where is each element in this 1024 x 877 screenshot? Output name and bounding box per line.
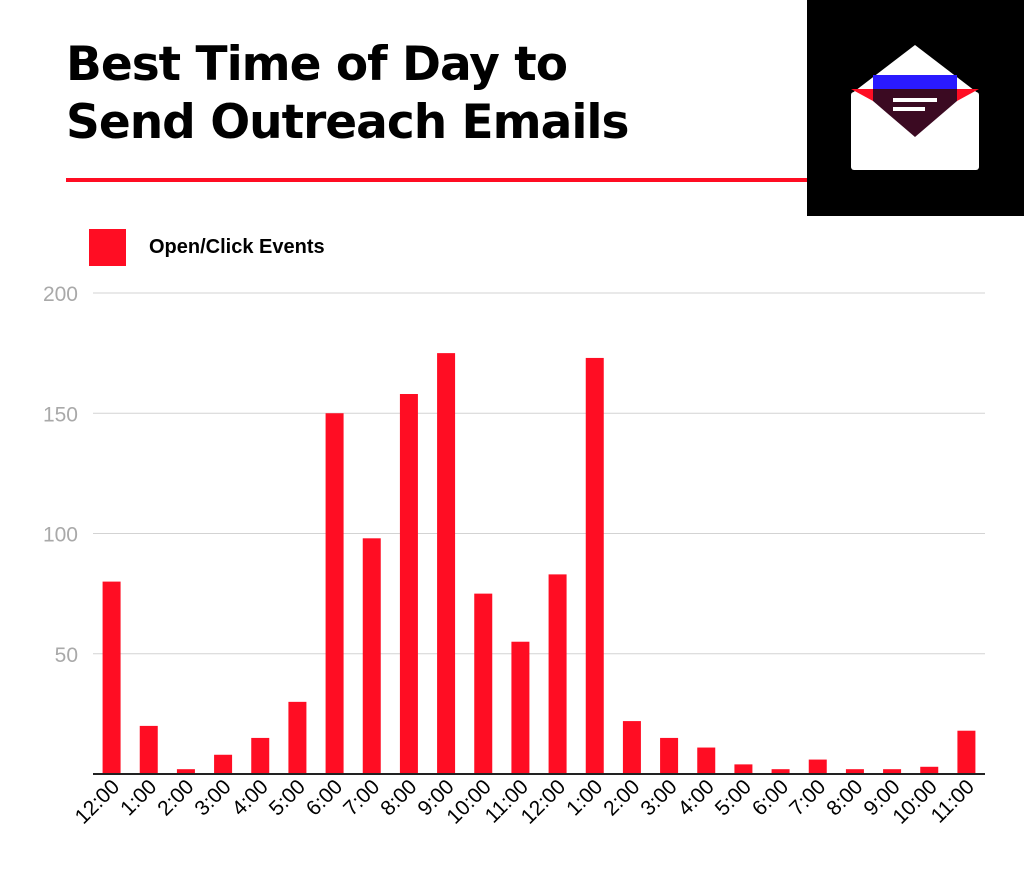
bar <box>845 769 864 774</box>
bar <box>437 353 456 774</box>
bar <box>399 394 418 774</box>
bar <box>771 769 790 774</box>
x-tick-label: 2:00 <box>153 775 198 820</box>
bar <box>139 725 158 774</box>
bar <box>697 747 716 774</box>
bar <box>883 769 902 774</box>
legend-label: Open/Click Events <box>149 236 325 258</box>
bar <box>325 413 344 774</box>
bar <box>251 737 270 774</box>
bar <box>548 574 567 774</box>
bar <box>214 754 233 774</box>
x-tick-label: 6:00 <box>302 775 347 820</box>
x-tick-label: 5:00 <box>711 775 756 820</box>
chart-title-line-1: Best Time of Day to <box>66 37 568 92</box>
bar <box>474 593 493 774</box>
open-envelope-icon <box>851 45 979 170</box>
bar <box>362 538 381 774</box>
bar <box>511 641 530 774</box>
x-tick-label: 7:00 <box>339 775 384 820</box>
x-tick-label: 4:00 <box>228 775 273 820</box>
bar <box>585 357 604 774</box>
y-tick-label: 100 <box>43 524 78 547</box>
chart-title-line-2: Send Outreach Emails <box>66 95 630 150</box>
bar <box>622 721 641 774</box>
logo-box <box>807 0 1024 216</box>
x-tick-label: 12:00 <box>71 775 124 828</box>
bar <box>957 730 976 774</box>
x-tick-label: 1:00 <box>116 775 161 820</box>
x-tick-label: 3:00 <box>190 775 235 820</box>
x-tick-label: 2:00 <box>599 775 644 820</box>
x-tick-label: 5:00 <box>265 775 310 820</box>
x-tick-label: 11:00 <box>927 775 979 827</box>
y-tick-label: 200 <box>43 283 78 306</box>
bar <box>920 766 939 774</box>
x-tick-label: 1:00 <box>562 775 607 820</box>
bar <box>176 769 195 774</box>
x-tick-label: 3:00 <box>636 775 681 820</box>
x-tick-label: 6:00 <box>748 775 793 820</box>
legend: Open/Click Events <box>89 229 325 266</box>
legend-swatch <box>89 229 126 266</box>
title-underline <box>66 178 831 182</box>
y-tick-label: 50 <box>55 644 78 667</box>
bar <box>660 737 679 774</box>
y-tick-label: 150 <box>43 403 78 426</box>
bar <box>808 759 827 774</box>
bar <box>102 581 121 774</box>
bar <box>288 701 307 774</box>
x-tick-label: 4:00 <box>674 775 719 820</box>
x-tick-label: 8:00 <box>822 775 867 820</box>
x-tick-label: 8:00 <box>376 775 421 820</box>
chart-title: Best Time of Day to Send Outreach Emails <box>66 36 630 152</box>
x-tick-label: 7:00 <box>785 775 830 820</box>
bar <box>734 764 753 774</box>
